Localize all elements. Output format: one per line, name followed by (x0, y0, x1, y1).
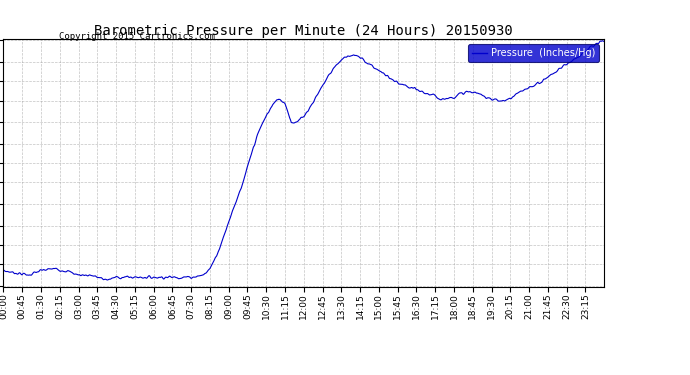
Title: Barometric Pressure per Minute (24 Hours) 20150930: Barometric Pressure per Minute (24 Hours… (95, 24, 513, 38)
Legend: Pressure  (Inches/Hg): Pressure (Inches/Hg) (469, 44, 599, 62)
Text: Copyright 2015 Cartronics.com: Copyright 2015 Cartronics.com (59, 32, 215, 41)
